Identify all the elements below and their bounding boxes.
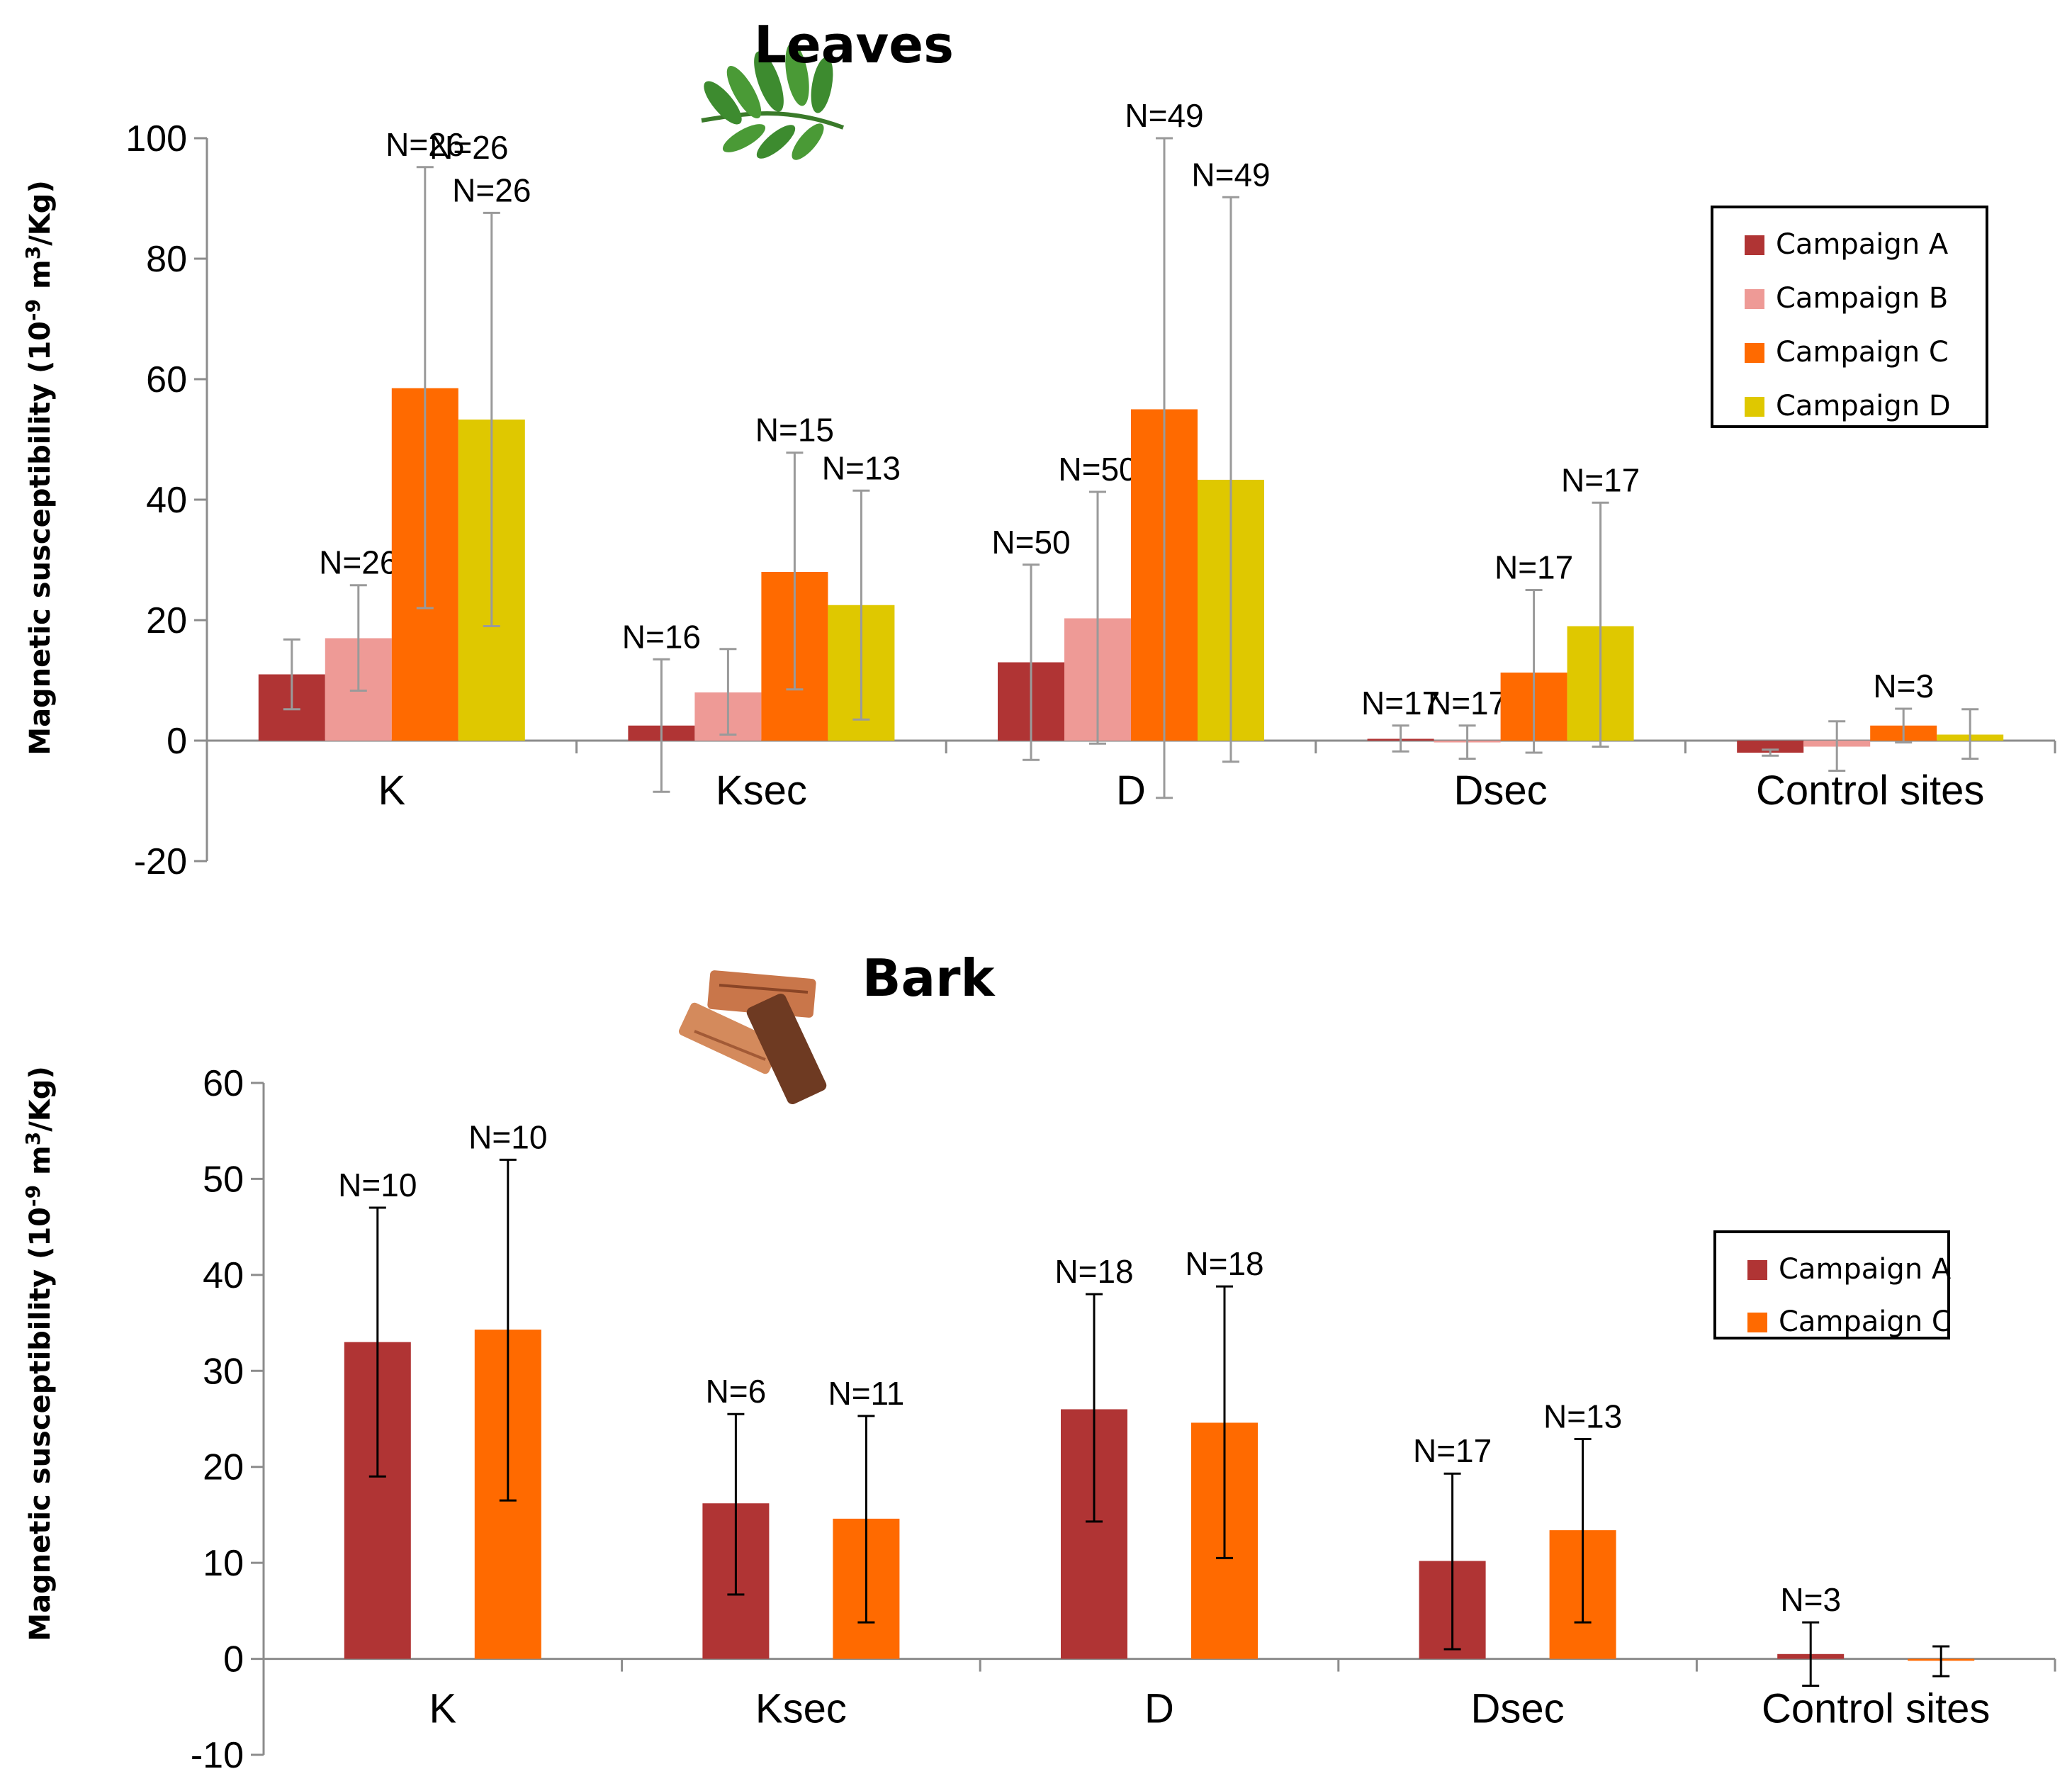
- y-tick-label: 50: [203, 1159, 244, 1200]
- sample-size-label: N=3: [1873, 668, 1934, 704]
- y-axis-label-part: /Kg): [24, 180, 57, 246]
- sample-size-label: N=50: [1058, 451, 1137, 488]
- y-tick-label: -10: [191, 1735, 244, 1776]
- y-tick-label: 0: [223, 1639, 244, 1680]
- category-label: Dsec: [1471, 1686, 1565, 1732]
- chart-leaves: Leaves Magnetic susceptibility (10-9 m3/K…: [21, 15, 2056, 882]
- sample-size-label: N=26: [385, 126, 464, 163]
- y-axis-label-part: /Kg): [24, 1066, 57, 1132]
- y-tick-label: 20: [146, 600, 187, 641]
- legend-swatch: [1745, 343, 1764, 363]
- category-label: K: [429, 1686, 456, 1732]
- bark-wood-icon: [678, 970, 827, 1105]
- sample-size-label: N=15: [755, 412, 834, 449]
- y-tick-label: -20: [134, 841, 187, 882]
- sample-size-label: N=49: [1191, 156, 1270, 193]
- y-tick-label: 60: [203, 1063, 244, 1104]
- sample-size-label: N=18: [1185, 1245, 1263, 1282]
- y-tick-label: 40: [203, 1255, 244, 1296]
- y-tick-label: 40: [146, 480, 187, 521]
- y-axis-label-sup: -9: [21, 1185, 45, 1207]
- category-label: Ksec: [755, 1686, 847, 1732]
- bar-campaign-a: [1737, 741, 1804, 753]
- y-tick-label: 10: [203, 1543, 244, 1584]
- sample-size-label: N=50: [991, 524, 1070, 561]
- category-label: Dsec: [1454, 768, 1548, 814]
- y-tick-label: 0: [167, 721, 187, 762]
- sample-size-label: N=26: [319, 544, 398, 581]
- y-axis-label: Magnetic susceptibility (10-9 m3/Kg): [21, 180, 57, 755]
- legend-swatch: [1745, 235, 1764, 255]
- category-label: K: [378, 768, 405, 814]
- sample-size-label: N=17: [1428, 685, 1507, 721]
- y-axis-label-sup: -9: [21, 299, 45, 321]
- leaf-branch-icon: [701, 43, 845, 160]
- sample-size-label: N=13: [1543, 1398, 1622, 1434]
- legend-label: Campaign D: [1776, 390, 1951, 422]
- sample-size-label: N=3: [1780, 1581, 1841, 1618]
- sample-size-label: N=13: [822, 449, 901, 486]
- legend-swatch: [1745, 289, 1764, 309]
- sample-size-label: N=26: [429, 129, 508, 166]
- sample-size-label: N=26: [452, 172, 531, 208]
- sample-size-label: N=17: [1361, 685, 1440, 721]
- y-axis-label-part: m: [24, 1145, 57, 1185]
- y-axis-label-sup: 3: [21, 246, 45, 259]
- category-label: Control sites: [1756, 768, 1984, 814]
- sample-size-label: N=18: [1054, 1253, 1133, 1290]
- legend-label: Campaign A: [1779, 1253, 1952, 1286]
- chart-title: Leaves: [754, 15, 954, 74]
- chart-bark: Bark Magnetic susceptibility (10-9 m3/Kg)…: [21, 948, 2056, 1776]
- y-tick-label: 100: [125, 118, 187, 159]
- sample-size-label: N=17: [1413, 1432, 1492, 1469]
- sample-size-label: N=49: [1125, 97, 1203, 134]
- y-tick-label: 80: [146, 239, 187, 280]
- sample-size-label: N=10: [338, 1167, 417, 1203]
- sample-size-label: N=17: [1494, 549, 1573, 586]
- sample-size-label: N=6: [706, 1373, 767, 1410]
- sample-size-label: N=11: [828, 1375, 904, 1412]
- category-label: Control sites: [1762, 1686, 1990, 1732]
- legend-swatch: [1745, 397, 1764, 417]
- category-label: D: [1144, 1686, 1174, 1732]
- sample-size-label: N=10: [468, 1118, 547, 1155]
- sample-size-label: N=17: [1561, 461, 1640, 498]
- sample-size-label: N=16: [622, 618, 701, 655]
- legend-label: Campaign A: [1776, 228, 1949, 261]
- legend-swatch: [1747, 1313, 1767, 1332]
- y-tick-label: 20: [203, 1447, 244, 1488]
- y-axis-label-part: Magnetic susceptibility (10: [24, 321, 57, 756]
- y-axis-label-part: Magnetic susceptibility (10: [24, 1207, 57, 1641]
- legend-swatch: [1747, 1260, 1767, 1280]
- legend-label: Campaign B: [1776, 282, 1948, 315]
- y-axis-label: Magnetic susceptibility (10-9 m3/Kg): [21, 1066, 57, 1641]
- category-label: D: [1116, 768, 1146, 814]
- legend-label: Campaign C: [1776, 336, 1949, 369]
- category-label: Ksec: [716, 768, 807, 814]
- legend-label: Campaign C: [1779, 1305, 1952, 1338]
- chart-title: Bark: [862, 948, 996, 1008]
- y-axis-label-part: m: [24, 259, 57, 299]
- y-tick-label: 30: [203, 1351, 244, 1392]
- y-axis-label-sup: 3: [21, 1132, 45, 1145]
- y-tick-label: 60: [146, 359, 187, 400]
